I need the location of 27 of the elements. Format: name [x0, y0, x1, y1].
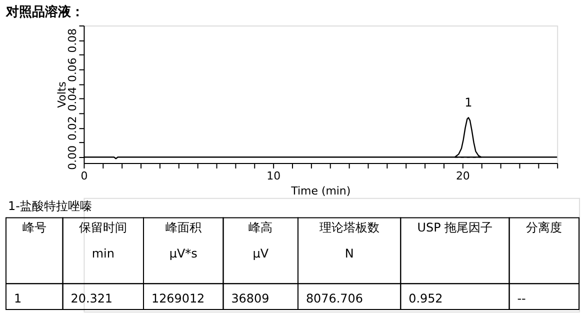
x-tick-label: 10 [266, 169, 281, 182]
y-tick-label: 0.06 [66, 58, 80, 82]
text: 1-盐酸特拉唑嗪 [8, 198, 92, 213]
text: 保留时间 min [79, 220, 128, 261]
text: -- [517, 292, 526, 306]
text: 分离度 [526, 220, 562, 235]
text: 峰号 [22, 220, 46, 235]
y-tick-label: 0.08 [66, 28, 80, 53]
text: 理论塔板数 N [319, 220, 380, 261]
x-tick-label: 0 [80, 169, 88, 182]
text: 峰高 µV [248, 220, 273, 261]
x-axis-title: Time (min) [290, 184, 351, 198]
chart-title: 对照品溶液： [4, 4, 84, 20]
y-axis-title: Volts [55, 81, 68, 108]
annotation: 1 [464, 96, 472, 110]
x-tick-label: 20 [456, 169, 470, 182]
text: USP 拖尾因子 [417, 220, 493, 235]
y-tick-label: 0.00 [66, 145, 80, 170]
y-tick-label: 0.04 [66, 86, 80, 112]
text: 峰面积 µV*s [165, 220, 202, 261]
y-tick-label: 0.02 [66, 116, 80, 141]
text: 20.321 [70, 292, 113, 306]
text: 1269012 [151, 292, 205, 306]
text: 8076.706 [306, 292, 363, 306]
text: 1 [14, 292, 22, 306]
text: 36809 [231, 292, 270, 306]
text: 0.952 [408, 292, 443, 306]
